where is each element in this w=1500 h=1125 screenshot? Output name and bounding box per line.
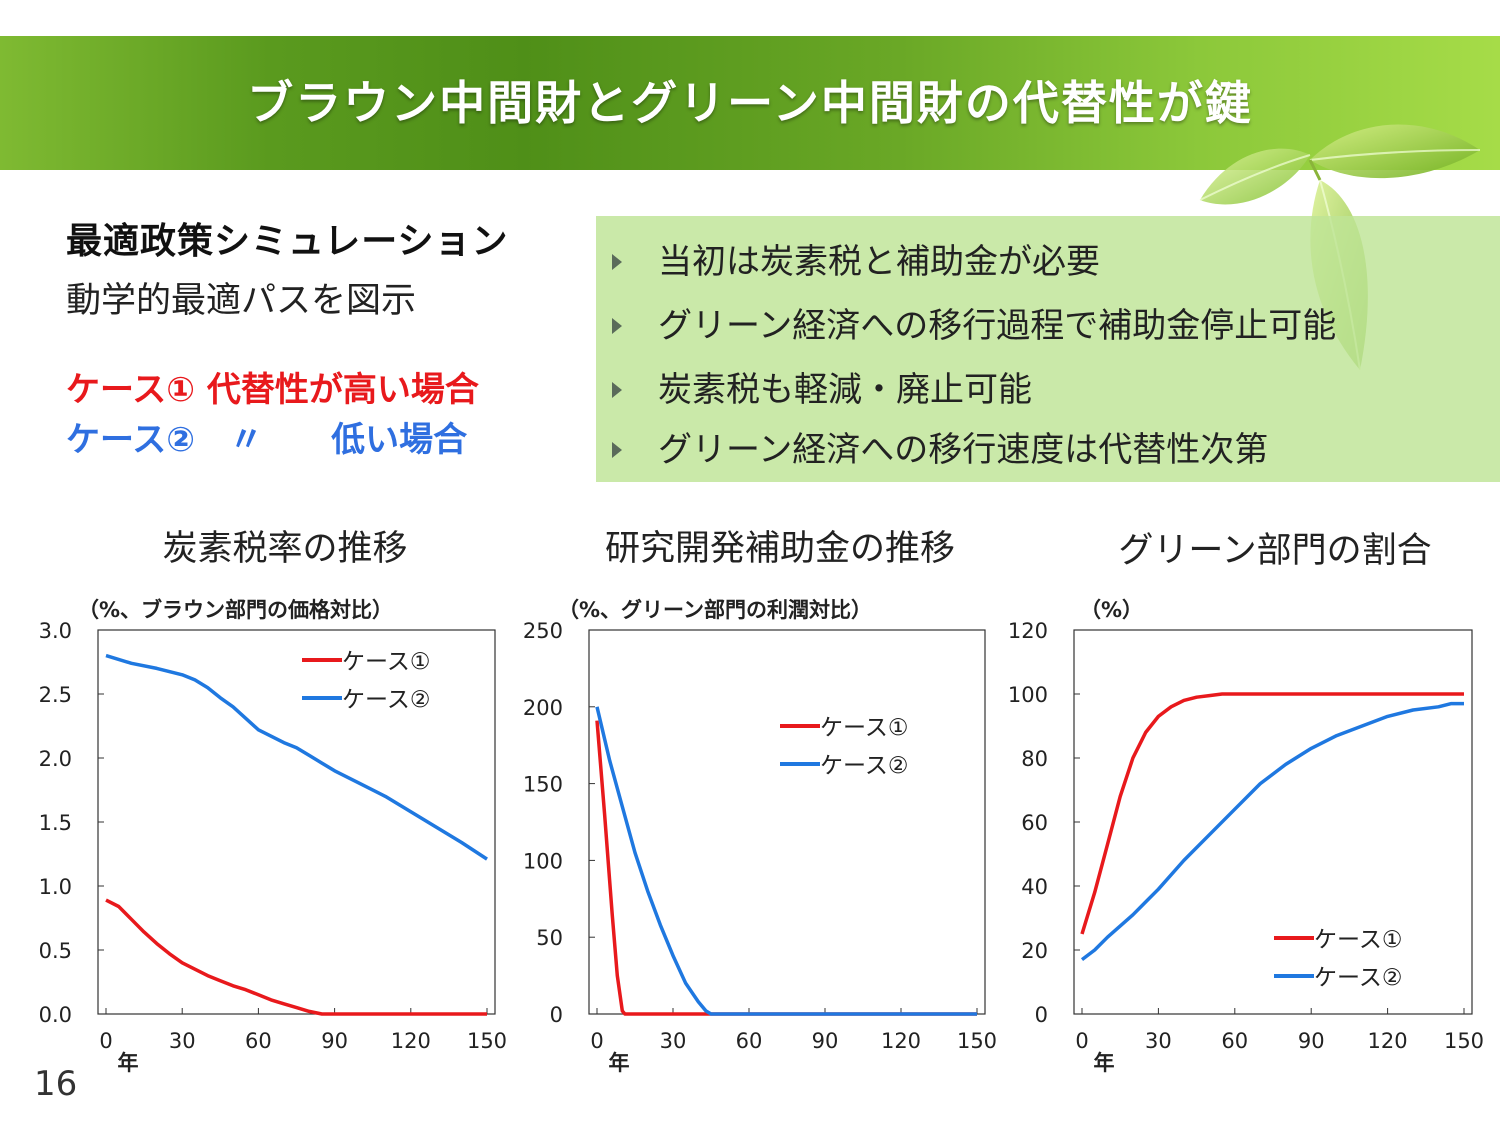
bullet-text: 当初は炭素税と補助金が必要 — [658, 242, 1100, 282]
y-tick-label: 1.5 — [39, 811, 72, 835]
chart2-title: 研究開発補助金の推移 — [604, 529, 955, 569]
x-tick-label: 30 — [660, 1029, 687, 1053]
y-tick-label: 0 — [1035, 1003, 1048, 1027]
chart2-unit: （%、グリーン部門の利潤対比） — [558, 598, 872, 622]
legend-label: ケース② — [820, 753, 908, 779]
chart3-frame — [1073, 629, 1473, 1015]
bullet-item: グリーン経済への移行速度は代替性次第 — [612, 422, 1268, 471]
legend-label: ケース① — [342, 649, 430, 675]
y-tick-label: 2.0 — [39, 747, 72, 771]
arrow-bullet-icon — [612, 441, 622, 458]
bullet-text: グリーン経済への移行速度は代替性次第 — [658, 430, 1269, 470]
case2-label: ケース② 〃 低い場合 — [66, 420, 468, 460]
y-tick-label: 0.0 — [39, 1003, 72, 1027]
x-axis-label: 年 — [1094, 1051, 1115, 1075]
y-tick-label: 50 — [536, 926, 563, 950]
y-tick-label: 80 — [1021, 747, 1048, 771]
chart1-frame — [97, 629, 496, 1015]
x-tick-label: 30 — [169, 1029, 196, 1053]
y-tick-label: 0.5 — [39, 939, 72, 963]
x-tick-label: 90 — [812, 1029, 839, 1053]
y-tick-label: 120 — [1008, 619, 1048, 643]
x-axis-label: 年 — [609, 1051, 630, 1075]
x-tick-label: 90 — [1298, 1029, 1325, 1053]
x-tick-label: 120 — [1368, 1029, 1408, 1053]
x-tick-label: 60 — [1221, 1029, 1248, 1053]
arrow-bullet-icon — [612, 317, 622, 334]
legend-label: ケース② — [1314, 965, 1402, 991]
legend-label: ケース② — [342, 687, 430, 713]
simulation-subtitle: 動学的最適パスを図示 — [66, 281, 417, 321]
y-tick-label: 0 — [550, 1003, 563, 1027]
bullet-item: グリーン経済への移行過程で補助金停止可能 — [612, 298, 1336, 347]
y-tick-label: 200 — [523, 696, 563, 720]
bullet-box: 当初は炭素税と補助金が必要 グリーン経済への移行過程で補助金停止可能 炭素税も軽… — [596, 216, 1500, 482]
x-tick-label: 60 — [245, 1029, 272, 1053]
x-tick-label: 120 — [881, 1029, 921, 1053]
series-line-case2 — [1080, 701, 1464, 961]
y-tick-label: 3.0 — [39, 619, 72, 643]
chart1-unit: （%、ブラウン部門の価格対比） — [78, 598, 394, 622]
x-tick-label: 150 — [957, 1029, 997, 1053]
title-banner — [0, 36, 1500, 170]
y-tick-label: 100 — [523, 849, 563, 873]
x-tick-label: 0 — [590, 1029, 603, 1053]
x-tick-label: 90 — [321, 1029, 348, 1053]
x-tick-label: 0 — [99, 1029, 112, 1053]
bullet-text: グリーン経済への移行過程で補助金停止可能 — [658, 306, 1337, 346]
series-line-case1 — [1080, 692, 1464, 935]
y-tick-label: 100 — [1008, 683, 1048, 707]
x-tick-label: 30 — [1145, 1029, 1172, 1053]
page-number: 16 — [34, 1064, 78, 1104]
y-tick-label: 150 — [523, 773, 563, 797]
chart2-frame — [588, 629, 986, 1015]
arrow-bullet-icon — [612, 381, 622, 398]
x-tick-label: 0 — [1075, 1029, 1088, 1053]
x-axis-label: 年 — [118, 1051, 139, 1075]
case1-label: ケース① 代替性が高い場合 — [66, 370, 479, 410]
x-tick-label: 150 — [467, 1029, 507, 1053]
simulation-title: 最適政策シミュレーション — [66, 221, 509, 262]
y-tick-label: 20 — [1021, 939, 1048, 963]
x-tick-label: 60 — [736, 1029, 763, 1053]
arrow-bullet-icon — [612, 253, 622, 270]
chart1-title: 炭素税率の推移 — [162, 529, 408, 569]
bullet-item: 当初は炭素税と補助金が必要 — [612, 234, 1100, 283]
y-tick-label: 1.0 — [39, 875, 72, 899]
series-line-case2 — [595, 706, 977, 1016]
legend-label: ケース① — [820, 715, 908, 741]
series-line-case1 — [105, 898, 487, 1016]
chart3-unit: （%） — [1080, 598, 1144, 622]
series-line-case2 — [105, 653, 488, 861]
y-tick-label: 60 — [1021, 811, 1048, 835]
page-title: ブラウン中間財とグリーン中間財の代替性が鍵 — [247, 76, 1253, 130]
chart3-title: グリーン部門の割合 — [1118, 531, 1432, 571]
x-tick-label: 150 — [1444, 1029, 1484, 1053]
y-tick-label: 40 — [1021, 875, 1048, 899]
bullet-text: 炭素税も軽減・廃止可能 — [658, 370, 1032, 410]
y-tick-label: 250 — [523, 619, 563, 643]
legend-label: ケース① — [1314, 927, 1402, 953]
y-tick-label: 2.5 — [39, 683, 72, 707]
bullet-item: 炭素税も軽減・廃止可能 — [612, 362, 1032, 411]
x-tick-label: 120 — [391, 1029, 431, 1053]
